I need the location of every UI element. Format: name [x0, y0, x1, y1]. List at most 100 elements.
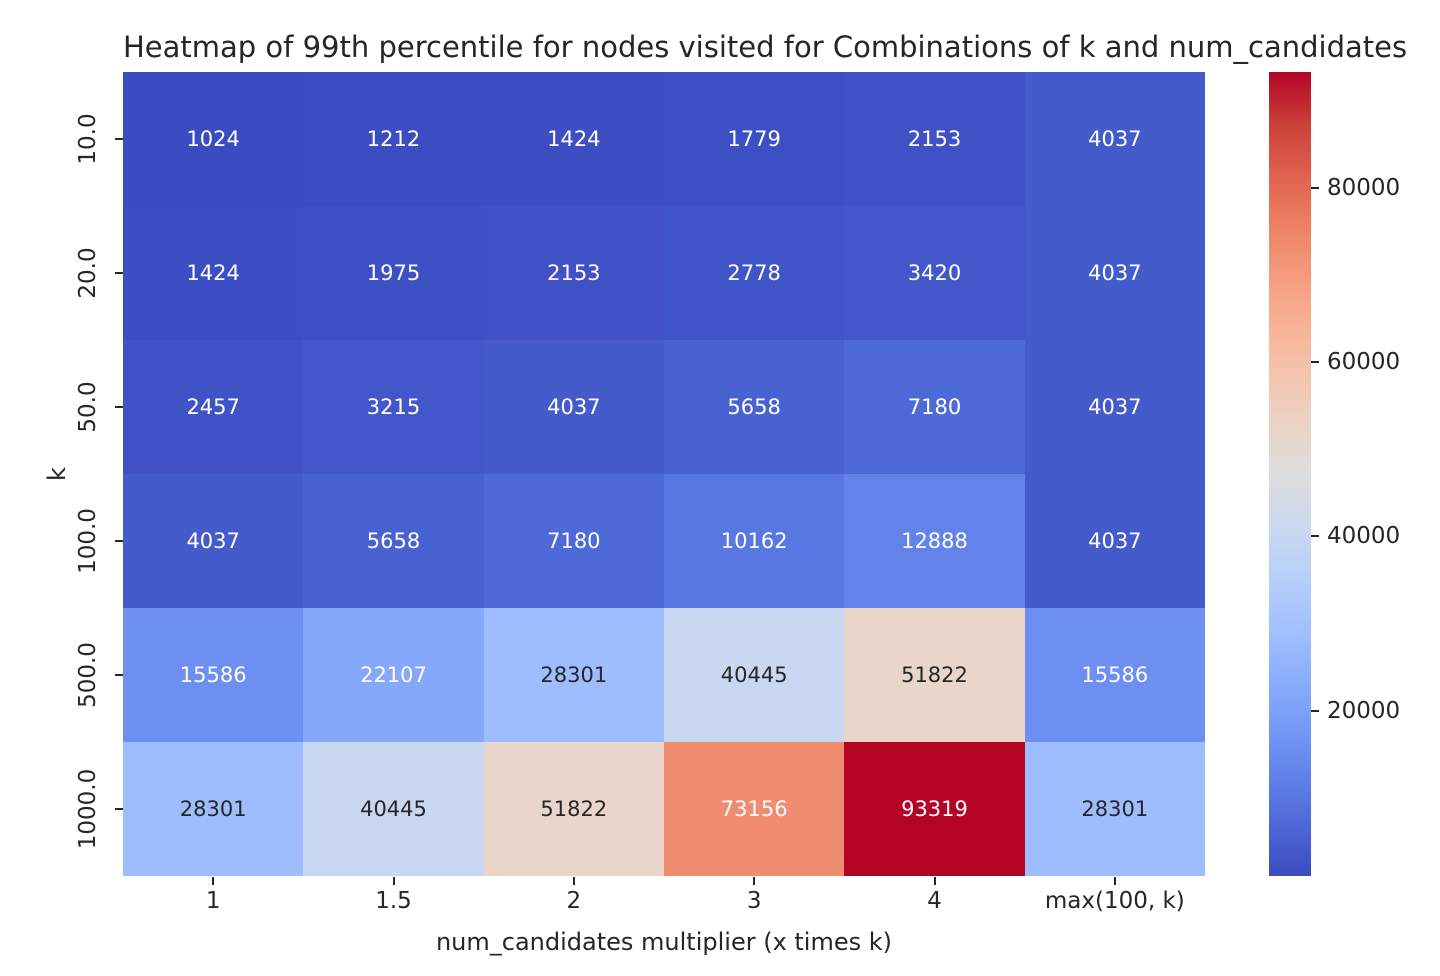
colorbar-tick-label: 40000	[1327, 523, 1401, 550]
cell-value: 93319	[901, 797, 968, 821]
heatmap-grid: 1024 1212 1424 1779 2153 4037 1424 1975 2153 2778…	[123, 72, 1205, 876]
x-tick-label: 1	[205, 888, 221, 914]
x-tick-mark	[753, 877, 756, 885]
heatmap-cell: 7180	[483, 474, 664, 608]
heatmap-cell: 22107	[303, 608, 484, 742]
heatmap-cell: 40445	[303, 742, 484, 876]
x-tick-mark	[392, 877, 395, 885]
y-axis-label: k	[43, 467, 71, 481]
heatmap-cell: 1212	[303, 72, 484, 206]
cell-value: 7180	[547, 529, 601, 553]
heatmap-cell: 28301	[123, 742, 304, 876]
heatmap-cell: 1424	[483, 72, 664, 206]
cell-value: 2778	[727, 261, 781, 285]
cell-value: 51822	[540, 797, 608, 821]
heatmap-cell: 15586	[1024, 608, 1205, 742]
x-tick-mark	[572, 877, 575, 885]
cell-value: 1779	[727, 127, 781, 151]
heatmap-cell: 5658	[303, 474, 484, 608]
heatmap-cell: 10162	[663, 474, 845, 608]
heatmap-cell: 1424	[123, 206, 304, 340]
heatmap-cell: 15586	[123, 608, 304, 742]
y-tick-label: 50.0	[75, 381, 101, 433]
cell-value: 15586	[179, 663, 247, 687]
cell-value: 4037	[1088, 395, 1142, 419]
heatmap-cell: 4037	[483, 340, 664, 474]
x-tick-label: 3	[746, 888, 762, 914]
cell-value: 40445	[720, 663, 788, 687]
heatmap-cell: 4037	[123, 474, 304, 608]
y-tick-label: 100.0	[75, 508, 101, 574]
heatmap-cell: 28301	[1024, 742, 1205, 876]
cell-value: 4037	[547, 395, 601, 419]
cell-value: 22107	[360, 663, 427, 687]
heatmap-cell: 1975	[303, 206, 484, 340]
y-tick-mark	[115, 138, 123, 140]
colorbar-tick-mark	[1311, 187, 1319, 190]
x-tick-label: 4	[927, 888, 942, 914]
cell-value: 4037	[1088, 261, 1142, 285]
colorbar-tick-label: 60000	[1327, 349, 1401, 376]
heatmap-cell: 73156	[663, 742, 845, 876]
x-tick-mark	[212, 877, 215, 885]
x-tick-label: 2	[566, 888, 582, 914]
cell-value: 1212	[366, 127, 421, 151]
x-tick-mark	[933, 877, 936, 885]
cell-value: 2153	[547, 261, 601, 285]
cell-value: 28301	[1081, 797, 1149, 821]
heatmap-cell: 4037	[1024, 206, 1205, 340]
heatmap-cell: 4037	[1024, 474, 1205, 608]
heatmap-cell: 2153	[483, 206, 664, 340]
cell-value: 10162	[720, 529, 788, 553]
colorbar-tick-mark	[1311, 709, 1319, 712]
heatmap-cell: 4037	[1024, 72, 1205, 206]
cell-value: 5658	[727, 395, 781, 419]
heatmap-cell: 7180	[844, 340, 1025, 474]
colorbar-tick-label: 20000	[1327, 697, 1401, 724]
cell-value: 73156	[720, 797, 788, 821]
cell-value: 28301	[179, 797, 247, 821]
x-tick-label: 1.5	[375, 888, 412, 914]
cell-value: 3215	[366, 395, 421, 419]
cell-value: 1424	[186, 261, 240, 285]
heatmap-cell: 93319	[844, 742, 1025, 876]
cell-value: 4037	[1088, 529, 1142, 553]
cell-value: 5658	[366, 529, 421, 553]
x-tick-mark	[1113, 877, 1116, 885]
y-tick-mark	[115, 540, 123, 542]
y-tick-mark	[115, 406, 123, 408]
cell-value: 3420	[907, 261, 962, 285]
cell-value: 4037	[186, 529, 240, 553]
heatmap-cell: 12888	[844, 474, 1025, 608]
heatmap-cell: 1024	[123, 72, 304, 206]
heatmap-cell: 51822	[483, 742, 664, 876]
heatmap-cell: 28301	[483, 608, 664, 742]
heatmap-cell: 2457	[123, 340, 304, 474]
colorbar	[1269, 72, 1311, 876]
y-tick-label: 10.0	[75, 113, 101, 165]
heatmap-cell: 51822	[844, 608, 1025, 742]
heatmap-cell: 3215	[303, 340, 484, 474]
cell-value: 2457	[186, 395, 240, 419]
colorbar-tick-mark	[1311, 535, 1319, 538]
cell-value: 51822	[901, 663, 968, 687]
cell-value: 1024	[186, 127, 240, 151]
colorbar-tick-label: 80000	[1327, 175, 1401, 202]
cell-value: 15586	[1081, 663, 1149, 687]
cell-value: 1424	[547, 127, 601, 151]
y-tick-label: 1000.0	[75, 768, 101, 850]
cell-value: 28301	[540, 663, 608, 687]
cell-value: 12888	[901, 529, 968, 553]
heatmap-cell: 2778	[663, 206, 845, 340]
chart-title: Heatmap of 99th percentile for nodes vis…	[123, 30, 1408, 64]
y-tick-label: 500.0	[75, 642, 101, 708]
heatmap-cell: 40445	[663, 608, 845, 742]
y-tick-mark	[115, 272, 123, 274]
y-tick-mark	[115, 808, 123, 810]
cell-value: 4037	[1088, 127, 1142, 151]
cell-value: 1975	[366, 261, 421, 285]
cell-value: 40445	[360, 797, 427, 821]
heatmap-cell: 5658	[663, 340, 845, 474]
heatmap-cell: 4037	[1024, 340, 1205, 474]
